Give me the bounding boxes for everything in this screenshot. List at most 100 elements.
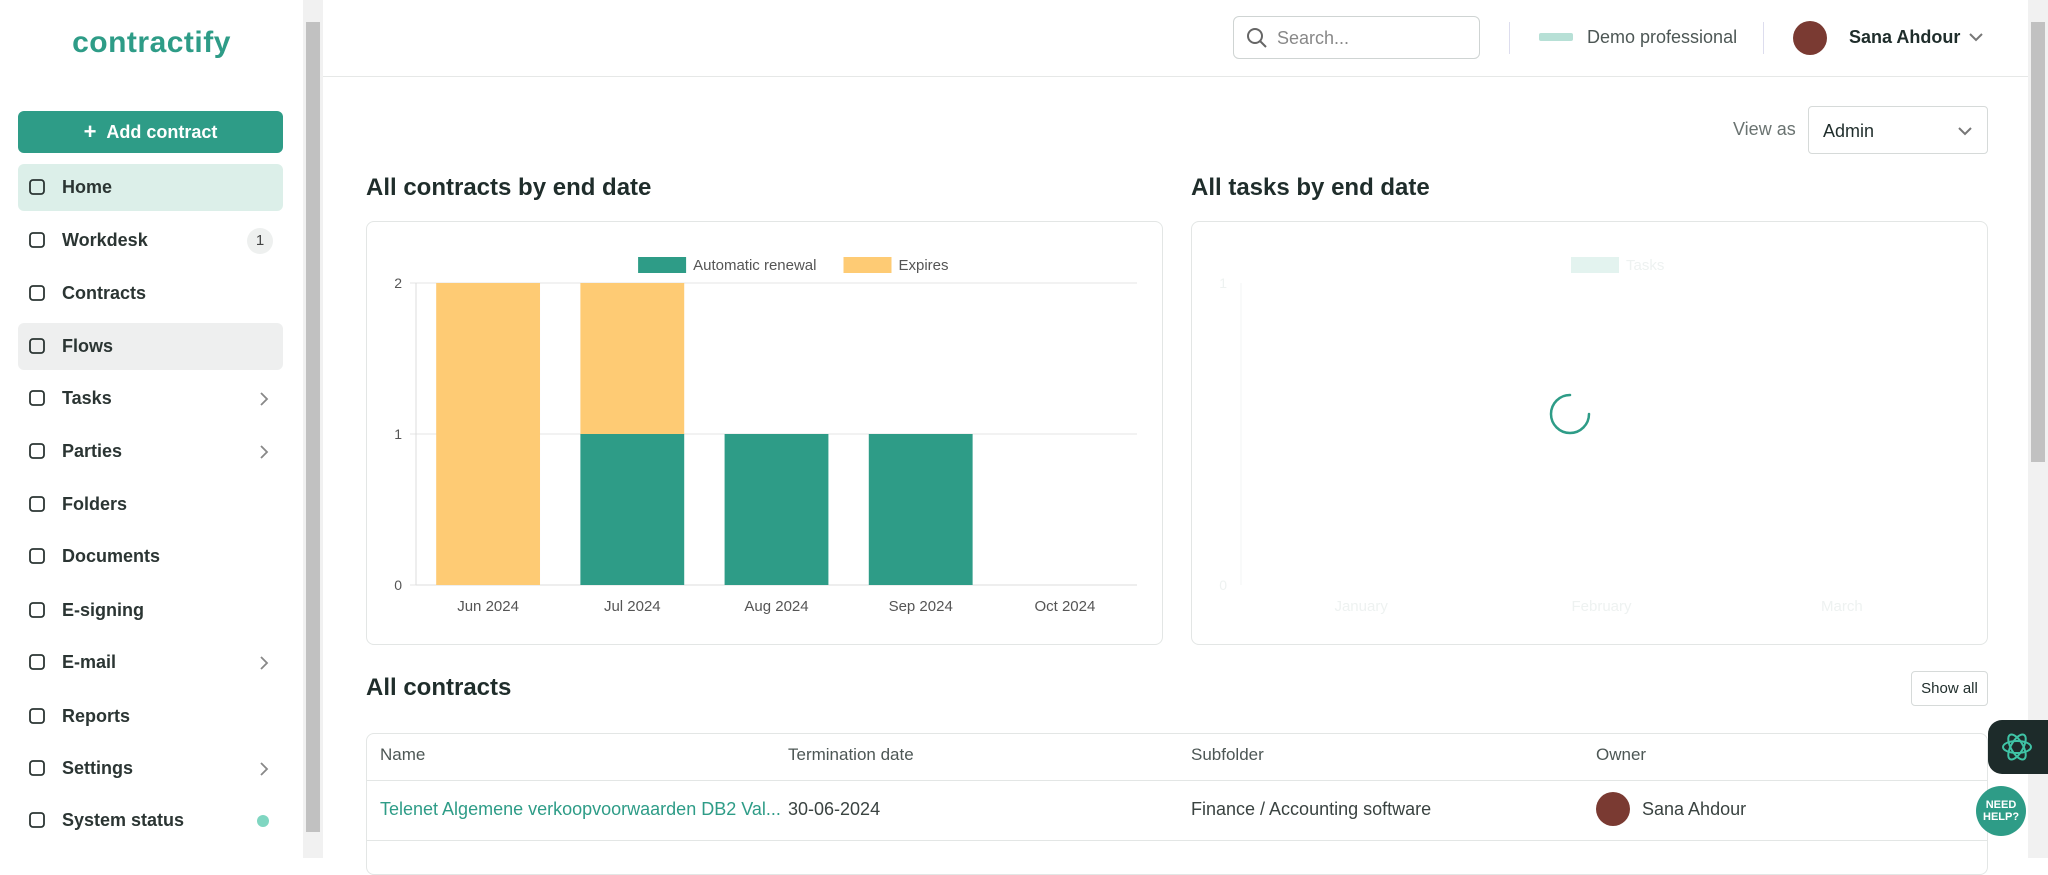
- nav-arrow: [260, 656, 269, 670]
- nav-item[interactable]: Parties: [18, 428, 283, 475]
- bar: [580, 434, 685, 585]
- icon-shape: [29, 602, 45, 618]
- y-tick-label: 1: [1219, 275, 1227, 291]
- organization[interactable]: Demo professional: [1587, 27, 1738, 47]
- ai-icon: [2002, 733, 2032, 761]
- help-button[interactable]: NEED HELP?: [1976, 786, 2026, 836]
- nav-label: Parties: [62, 441, 123, 461]
- y-tick-label: 1: [394, 426, 402, 442]
- nav-icon: [29, 496, 45, 512]
- loading-spinner: [1549, 393, 1591, 435]
- icon-shape: [29, 548, 45, 564]
- legend-label: Tasks: [1626, 257, 1664, 274]
- column-header: Termination date: [788, 745, 914, 764]
- status-dot: [257, 814, 269, 827]
- legend-swatch: [1571, 257, 1619, 273]
- nav-label: Flows: [62, 336, 114, 356]
- nav-item[interactable]: Settings: [18, 745, 283, 792]
- help-label: NEED HELP?: [1983, 799, 2020, 823]
- nav-label: System status: [62, 810, 185, 830]
- nav-label: Reports: [62, 706, 131, 726]
- nav-item[interactable]: Documents: [18, 533, 283, 580]
- row-divider: [367, 840, 1987, 841]
- search-box[interactable]: Search...: [1233, 16, 1480, 59]
- x-tick-label: March: [1821, 598, 1863, 615]
- icon-shape: [29, 812, 45, 828]
- show-all-button[interactable]: Show all: [1911, 671, 1988, 706]
- nav-icon: [29, 338, 45, 354]
- y-tick-label: 0: [1219, 577, 1227, 593]
- divider: [1763, 22, 1764, 54]
- nav-label: Contracts: [62, 283, 147, 303]
- nav-item[interactable]: Contracts: [18, 270, 283, 317]
- nav-icon: [29, 179, 45, 195]
- nav-item[interactable]: E-signing: [18, 587, 283, 634]
- icon-shape: [29, 390, 45, 406]
- chart-title: All tasks by end date: [1191, 174, 1430, 201]
- x-tick-label: Oct 2024: [1034, 598, 1095, 615]
- nav-icon: [29, 708, 45, 724]
- add-contract-label: Add contract: [106, 121, 218, 142]
- chevron: [260, 762, 269, 776]
- nav-label: E-mail: [62, 652, 117, 672]
- x-tick-label: Jul 2024: [604, 598, 661, 615]
- nav-arrow: [260, 762, 269, 776]
- chart-card: 0 1 Tasks January February March: [1191, 221, 1988, 645]
- nav-arrow: [260, 392, 269, 406]
- select-chevron: [1958, 127, 1972, 136]
- nav-label: Tasks: [62, 388, 112, 408]
- legend-label: Automatic renewal: [693, 257, 816, 274]
- legend-swatch: [843, 257, 892, 273]
- nav-label: E-signing: [62, 600, 144, 620]
- ai-assistant-button[interactable]: [1988, 720, 2048, 774]
- icon-shape: [29, 232, 45, 248]
- nav-badge: 1: [247, 227, 273, 254]
- view-as-select[interactable]: Admin: [1808, 106, 1988, 154]
- nav-label: Workdesk: [62, 230, 148, 250]
- bar: [580, 283, 685, 434]
- nav-item[interactable]: Folders: [18, 481, 283, 528]
- nav-icon: [29, 443, 45, 459]
- header: [323, 0, 2028, 77]
- nav-label: Folders: [62, 494, 128, 514]
- nav-item[interactable]: Workdesk 1: [18, 217, 283, 264]
- nav-label: Home: [62, 177, 113, 197]
- nav-icon: [29, 602, 45, 618]
- y-tick-label: 0: [394, 577, 402, 593]
- nav-icon: [29, 232, 45, 248]
- nav-item[interactable]: Tasks: [18, 375, 283, 422]
- contract-link[interactable]: Telenet Algemene verkoopvoorwaarden DB2 …: [380, 799, 781, 819]
- icon-shape: [29, 708, 45, 724]
- nav-item[interactable]: Flows: [18, 323, 283, 370]
- nav-item[interactable]: Reports: [18, 693, 283, 740]
- nav-label: Settings: [62, 758, 134, 778]
- table-title: All contracts: [366, 674, 512, 701]
- search-placeholder: Search...: [1277, 28, 1350, 48]
- nav-item[interactable]: E-mail: [18, 639, 283, 686]
- user-name[interactable]: Sana Ahdour: [1849, 27, 1961, 47]
- table-cell: Sana Ahdour: [1642, 799, 1747, 819]
- y-tick-label: 2: [394, 275, 402, 291]
- column-header: Subfolder: [1191, 745, 1264, 764]
- chevron: [260, 392, 269, 406]
- x-tick-label: Jun 2024: [457, 598, 519, 615]
- logo: contractify: [72, 26, 231, 59]
- nav-icon: [29, 548, 45, 564]
- user-avatar[interactable]: [1793, 21, 1827, 55]
- add-contract-button[interactable]: + Add contract: [18, 111, 283, 153]
- user-chevron[interactable]: [1968, 32, 1984, 42]
- chart: 0 1 Tasks January February March: [1219, 257, 1863, 615]
- column-header: Name: [380, 745, 426, 764]
- icon-shape: [29, 760, 45, 776]
- chart: 0 1 2 Automatic renewal Expires Jun 2024 Jul 2…: [394, 257, 1137, 615]
- nav-item[interactable]: System status: [18, 797, 283, 844]
- nav-icon: [29, 654, 45, 670]
- nav-item[interactable]: Home: [18, 164, 283, 211]
- x-tick-label: Aug 2024: [744, 598, 808, 615]
- icon-shape: [29, 179, 45, 195]
- nav-icon: [29, 760, 45, 776]
- legend-swatch: [638, 257, 687, 273]
- main-scrollbar: [2028, 0, 2048, 858]
- x-tick-label: Sep 2024: [889, 598, 953, 615]
